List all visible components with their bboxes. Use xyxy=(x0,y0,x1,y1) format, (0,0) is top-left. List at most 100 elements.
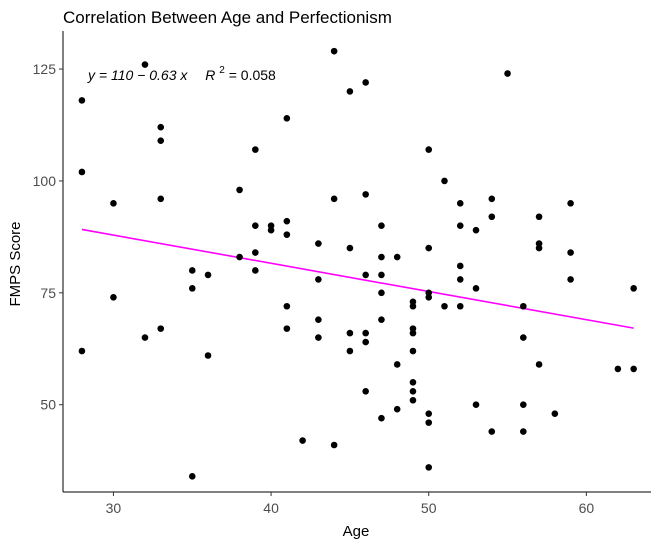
data-point xyxy=(425,146,433,153)
data-point xyxy=(188,267,196,274)
r-squared-symbol: R xyxy=(205,67,215,83)
data-point xyxy=(409,387,417,395)
regression-equation: y = 110 − 0.63 x xyxy=(87,67,188,83)
data-point xyxy=(362,329,369,337)
data-point xyxy=(488,213,496,221)
data-point xyxy=(346,88,354,95)
y-tick-label: 125 xyxy=(33,61,57,77)
data-point xyxy=(283,231,291,238)
data-point xyxy=(110,294,117,301)
data-point xyxy=(456,222,464,229)
data-point xyxy=(188,473,196,480)
y-tick-label: 50 xyxy=(40,397,56,413)
data-point xyxy=(78,168,86,176)
data-point xyxy=(252,146,259,153)
data-point xyxy=(393,253,401,261)
data-point xyxy=(520,302,527,310)
data-point xyxy=(409,396,417,404)
data-point xyxy=(456,276,464,283)
data-point xyxy=(551,410,559,417)
x-tick-label: 60 xyxy=(579,500,595,516)
data-point xyxy=(567,249,574,256)
data-point xyxy=(567,200,574,207)
x-tick-label: 40 xyxy=(263,500,279,516)
data-point xyxy=(78,347,86,355)
data-point xyxy=(425,410,433,417)
data-point xyxy=(141,334,149,341)
x-tick-label: 50 xyxy=(421,500,437,516)
data-point xyxy=(378,414,385,422)
data-point xyxy=(614,365,622,373)
data-point xyxy=(409,302,417,310)
data-point xyxy=(157,123,165,131)
data-point xyxy=(315,334,322,341)
data-point xyxy=(456,302,464,310)
data-point xyxy=(630,365,637,373)
data-point xyxy=(488,428,496,435)
data-point xyxy=(535,361,543,368)
data-point xyxy=(78,97,86,104)
r-squared-superscript: 2 xyxy=(219,65,225,76)
data-point xyxy=(204,352,212,359)
data-point xyxy=(378,253,385,261)
data-point xyxy=(456,200,464,207)
data-point xyxy=(283,302,291,310)
data-point xyxy=(472,401,480,409)
data-point xyxy=(393,361,401,368)
data-point xyxy=(441,302,448,310)
data-point xyxy=(409,329,417,337)
regression-equation-annotation: y = 110 − 0.63 x R 2 = 0.058 xyxy=(87,60,276,83)
y-tick-label: 100 xyxy=(33,173,57,189)
data-point xyxy=(409,379,417,386)
r-squared-value: = 0.058 xyxy=(229,67,276,83)
data-point xyxy=(346,244,354,252)
data-point xyxy=(378,222,385,229)
data-point xyxy=(315,276,322,283)
data-point xyxy=(425,419,433,426)
data-point xyxy=(362,271,369,279)
data-point xyxy=(362,387,369,395)
data-point xyxy=(378,316,385,323)
data-point xyxy=(330,47,338,55)
data-point xyxy=(252,222,259,229)
data-point xyxy=(315,316,322,323)
data-point xyxy=(520,334,527,341)
data-point xyxy=(441,177,448,185)
data-point xyxy=(567,276,574,283)
data-point xyxy=(157,325,165,332)
data-point xyxy=(504,70,511,77)
data-point xyxy=(393,405,401,413)
data-point xyxy=(252,267,259,274)
data-point xyxy=(252,249,259,256)
data-point xyxy=(378,289,385,297)
data-point xyxy=(204,271,212,279)
data-point xyxy=(110,200,117,207)
data-point xyxy=(520,401,527,409)
data-point xyxy=(346,329,354,337)
data-point xyxy=(283,114,291,122)
data-point xyxy=(535,244,543,252)
data-point xyxy=(409,347,417,355)
data-point xyxy=(299,437,306,444)
data-point xyxy=(425,294,433,301)
data-point xyxy=(330,441,338,449)
x-axis-ticks: 30 40 50 60 xyxy=(106,492,595,516)
regression-line-group xyxy=(81,228,634,329)
data-point xyxy=(346,347,354,355)
data-point xyxy=(425,244,433,252)
data-point xyxy=(267,226,275,234)
data-point xyxy=(425,464,433,471)
data-point xyxy=(520,428,527,435)
data-point xyxy=(488,195,496,203)
regression-line xyxy=(81,228,634,329)
y-tick-label: 75 xyxy=(40,285,56,301)
data-point xyxy=(362,338,369,346)
data-point xyxy=(330,195,338,203)
data-point xyxy=(283,325,291,332)
data-point xyxy=(236,186,243,194)
data-point xyxy=(157,137,165,144)
data-point xyxy=(630,285,637,292)
data-point xyxy=(141,61,149,68)
data-point xyxy=(362,191,369,198)
